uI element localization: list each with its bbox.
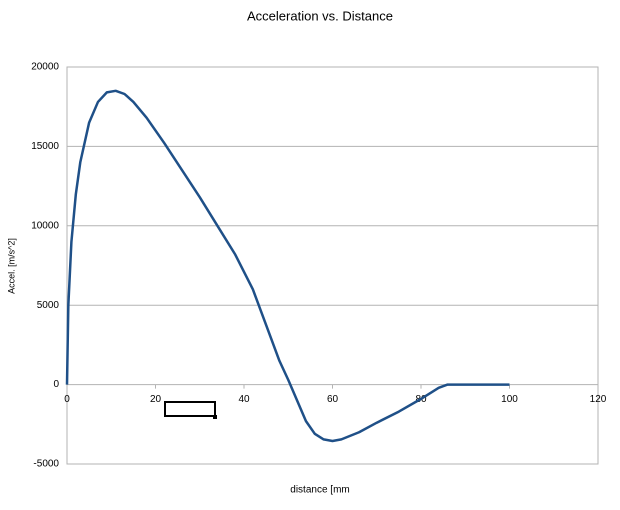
x-tick-label: 60 [327, 394, 339, 405]
chart-title: Acceleration vs. Distance [247, 8, 393, 23]
y-tick-label: 10000 [31, 220, 59, 231]
y-tick-label: 0 [53, 379, 59, 390]
x-axis-label: distance [mm [290, 485, 349, 496]
annotation-handle [213, 415, 217, 419]
x-tick-label: 0 [64, 394, 70, 405]
x-tick-label: 40 [238, 394, 250, 405]
x-tick-label: 120 [590, 394, 607, 405]
y-tick-label: 5000 [37, 300, 60, 311]
x-tick-label: 100 [501, 394, 518, 405]
y-tick-label: -5000 [33, 459, 59, 470]
y-axis-label: Accel. [m/s^2] [6, 238, 16, 294]
data-line [65, 89, 510, 443]
x-tick-label: 20 [150, 394, 162, 405]
y-tick-label: 20000 [31, 62, 59, 73]
y-tick-label: 15000 [31, 141, 59, 152]
annotation-box [164, 401, 216, 417]
